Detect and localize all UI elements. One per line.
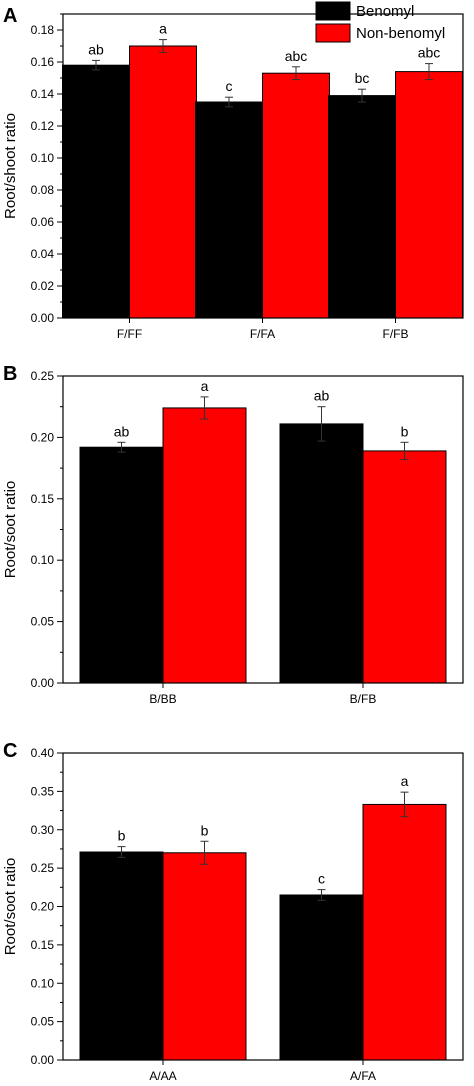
y-tick-label: 0.02 <box>31 279 55 293</box>
x-tick-label: F/FA <box>250 327 275 341</box>
y-tick-label: 0.14 <box>31 87 55 101</box>
bar-benomyl-a-aa <box>79 851 164 1061</box>
bar-non-benomyl-f-fb <box>395 71 463 319</box>
significance-label: bc <box>355 70 370 86</box>
y-tick-label: 0.05 <box>31 615 55 629</box>
y-axis-title: Root/soot ratio <box>2 481 19 579</box>
bar-non-benomyl-a-aa <box>162 852 247 1061</box>
y-tick-label: 0.05 <box>31 1015 55 1029</box>
y-tick-label: 0.25 <box>31 369 55 383</box>
significance-label: abc <box>285 48 308 64</box>
y-tick-label: 0.04 <box>31 247 55 261</box>
bar-non-benomyl-f-fa <box>262 72 330 319</box>
x-tick-label: B/FB <box>350 692 377 706</box>
legend-label: Non-benomyl <box>356 25 445 42</box>
significance-label: abc <box>418 45 441 61</box>
y-tick-label: 0.25 <box>31 861 55 875</box>
x-tick-label: F/FF <box>117 327 142 341</box>
y-tick-label: 0.35 <box>31 784 55 798</box>
y-tick-label: 0.00 <box>31 1053 55 1067</box>
chart-panel-a: Aab a F/FF c abc F/FA bc abc F/FB 0.00 0.02 0.04 0.0… <box>2 1 464 341</box>
y-tick-label: 0.15 <box>31 938 55 952</box>
y-tick-label: 0.16 <box>31 55 55 69</box>
panel-label: C <box>3 740 17 762</box>
y-tick-label: 0.30 <box>31 823 55 837</box>
y-tick-label: 0.00 <box>31 311 55 325</box>
y-tick-label: 0.10 <box>31 151 55 165</box>
y-tick-label: 0.40 <box>31 746 55 760</box>
y-axis-title: Root/soot ratio <box>2 858 19 956</box>
y-tick-label: 0.20 <box>31 900 55 914</box>
bar-benomyl-f-fb <box>328 95 396 319</box>
y-axis-title: Root/shoot ratio <box>2 113 19 219</box>
chart-panel-b: Bab a B/BB ab b B/FB 0.00 0.05 0.10 0.15 0.20 0.25 R… <box>2 363 464 706</box>
bar-non-benomyl-b-bb <box>162 407 247 684</box>
significance-label: c <box>318 871 325 887</box>
plot-frame <box>62 13 464 319</box>
panel-label: B <box>3 363 17 385</box>
significance-label: ab <box>88 41 104 57</box>
y-tick-label: 0.12 <box>31 119 55 133</box>
significance-label: a <box>201 378 209 394</box>
bar-benomyl-a-fa <box>279 894 364 1061</box>
legend: Benomyl Non-benomyl <box>315 1 445 43</box>
significance-label: c <box>226 78 233 94</box>
bar-benomyl-f-fa <box>195 101 263 319</box>
y-tick-label: 0.18 <box>31 23 55 37</box>
significance-label: a <box>401 773 409 789</box>
bar-benomyl-b-bb <box>79 446 164 684</box>
panel-label: A <box>3 5 17 27</box>
chart-panel-c: Cb b A/AA c a A/FA 0.00 0.05 0.10 0.15 0.20 0.25 0.3… <box>2 740 464 1083</box>
legend-label: Benomyl <box>356 3 414 20</box>
y-tick-label: 0.00 <box>31 676 55 690</box>
significance-label: b <box>201 822 209 838</box>
y-tick-label: 0.10 <box>31 976 55 990</box>
y-tick-label: 0.20 <box>31 430 55 444</box>
bar-non-benomyl-b-fb <box>362 450 447 684</box>
significance-label: ab <box>314 388 330 404</box>
x-tick-label: A/AA <box>149 1069 176 1081</box>
legend-swatch <box>315 23 351 43</box>
y-tick-label: 0.06 <box>31 215 55 229</box>
bar-non-benomyl-f-ff <box>129 45 197 319</box>
significance-label: a <box>159 21 167 37</box>
y-tick-label: 0.10 <box>31 553 55 567</box>
significance-label: b <box>401 423 409 439</box>
x-tick-label: A/FA <box>350 1069 376 1081</box>
significance-label: b <box>118 828 126 844</box>
x-tick-label: F/FB <box>383 327 409 341</box>
y-tick-label: 0.15 <box>31 492 55 506</box>
bar-non-benomyl-a-fa <box>362 803 447 1061</box>
x-tick-label: B/BB <box>149 692 176 706</box>
bar-benomyl-b-fb <box>279 423 364 684</box>
bar-benomyl-f-ff <box>62 64 130 319</box>
significance-label: ab <box>114 423 130 439</box>
legend-swatch <box>315 1 351 21</box>
y-tick-label: 0.08 <box>31 183 55 197</box>
